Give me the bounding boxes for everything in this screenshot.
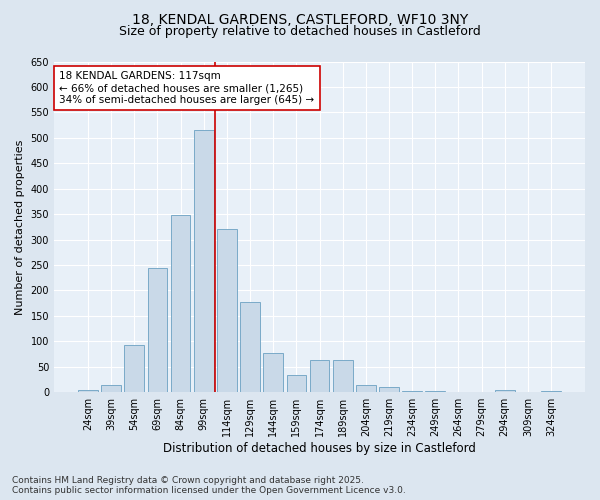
Bar	[101, 384, 121, 392]
Bar	[425, 391, 445, 392]
Bar	[541, 391, 561, 392]
Bar	[78, 390, 98, 392]
Bar	[148, 268, 167, 392]
Y-axis label: Number of detached properties: Number of detached properties	[15, 139, 25, 314]
Text: Contains HM Land Registry data © Crown copyright and database right 2025.
Contai: Contains HM Land Registry data © Crown c…	[12, 476, 406, 495]
Bar	[287, 376, 306, 392]
Text: Size of property relative to detached houses in Castleford: Size of property relative to detached ho…	[119, 25, 481, 38]
Bar	[402, 390, 422, 392]
Bar	[217, 230, 237, 392]
Text: 18, KENDAL GARDENS, CASTLEFORD, WF10 3NY: 18, KENDAL GARDENS, CASTLEFORD, WF10 3NY	[132, 12, 468, 26]
Bar	[356, 384, 376, 392]
Bar	[124, 345, 144, 392]
Bar	[333, 360, 353, 392]
Bar	[263, 352, 283, 392]
Bar	[171, 215, 190, 392]
Bar	[240, 302, 260, 392]
Bar	[194, 130, 214, 392]
Text: 18 KENDAL GARDENS: 117sqm
← 66% of detached houses are smaller (1,265)
34% of se: 18 KENDAL GARDENS: 117sqm ← 66% of detac…	[59, 72, 314, 104]
Bar	[379, 387, 399, 392]
Bar	[310, 360, 329, 392]
X-axis label: Distribution of detached houses by size in Castleford: Distribution of detached houses by size …	[163, 442, 476, 455]
Bar	[495, 390, 515, 392]
